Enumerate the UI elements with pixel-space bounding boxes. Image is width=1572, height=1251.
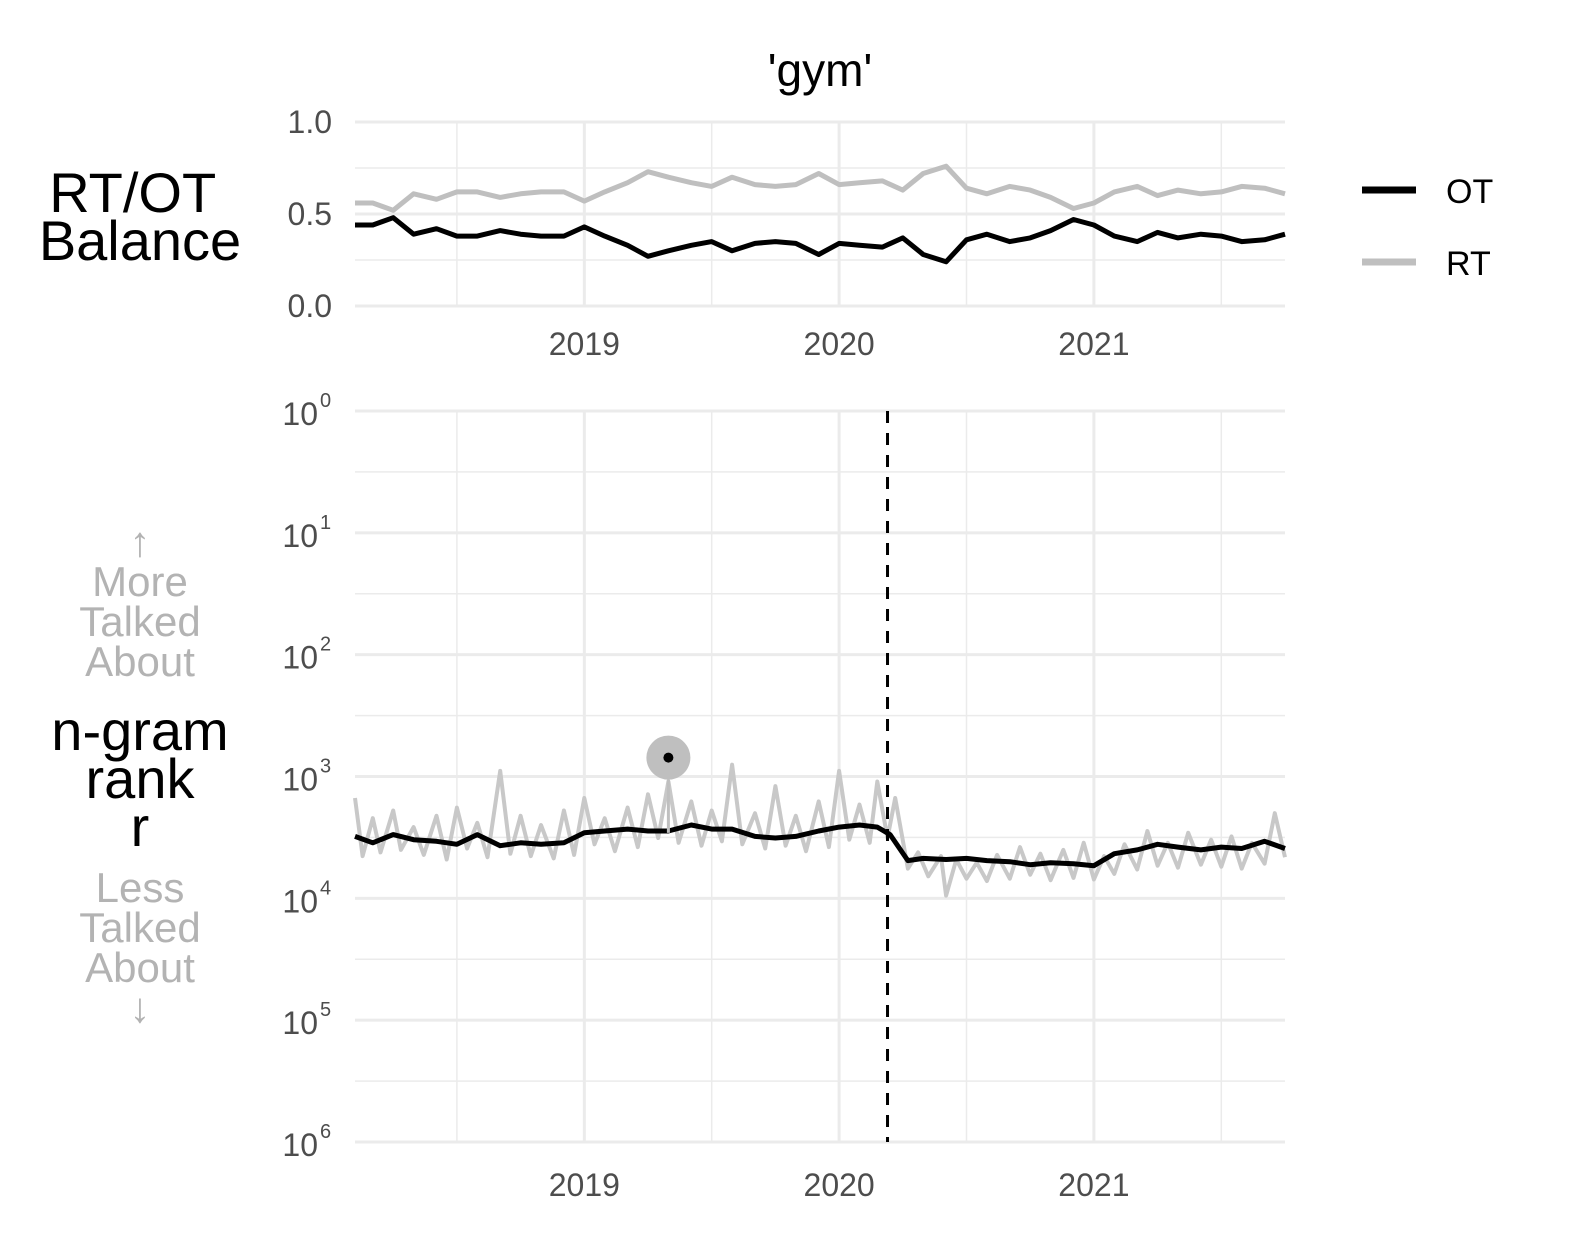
rank-y-label-line-2: r bbox=[131, 795, 150, 858]
more-talked-about-line-0: ↑ bbox=[130, 518, 151, 565]
balance-y-tick-label-2: 1.0 bbox=[288, 104, 332, 140]
rank-y-tick-exponent-1: 1 bbox=[320, 512, 331, 534]
less-talked-about-line-3: ↓ bbox=[130, 984, 151, 1031]
rank-y-tick-base-3: 10 bbox=[282, 762, 318, 798]
balance-x-tick-label-2: 2021 bbox=[1058, 326, 1129, 362]
rank-marker-dot bbox=[663, 752, 674, 763]
rank-series-rt bbox=[353, 762, 1287, 898]
rank-y-tick-exponent-0: 0 bbox=[320, 390, 331, 412]
more-talked-about-line-2: Talked bbox=[79, 598, 200, 645]
rank-x-tick-label-1: 2020 bbox=[804, 1167, 875, 1203]
rank-y-tick-exponent-3: 3 bbox=[320, 756, 331, 778]
less-talked-about-line-2: About bbox=[85, 944, 195, 991]
rank-y-tick-base-2: 10 bbox=[282, 640, 318, 676]
balance-y-axis-label: RT/OT Balance bbox=[39, 161, 241, 272]
legend-label-rt: RT bbox=[1446, 245, 1491, 283]
less-talked-about-line-1: Talked bbox=[79, 904, 200, 951]
rank-y-tick-exponent-4: 4 bbox=[320, 877, 331, 899]
legend-label-ot: OT bbox=[1446, 173, 1493, 211]
balance-y-tick-label-0: 0.0 bbox=[288, 288, 332, 324]
less-talked-about-line-0: Less bbox=[96, 864, 185, 911]
balance-x-ticks: 2019 2020 2021 bbox=[549, 326, 1130, 362]
rank-y-tick-base-4: 10 bbox=[282, 883, 318, 919]
legend: OT RT bbox=[1362, 173, 1493, 283]
balance-x-tick-label-1: 2020 bbox=[804, 326, 875, 362]
balance-y-label-line-1: RT/OT bbox=[49, 161, 215, 224]
rank-y-label-line-0: n-gram bbox=[51, 699, 228, 762]
balance-grid bbox=[355, 120, 1285, 308]
rank-x-tick-label-2: 2021 bbox=[1058, 1167, 1129, 1203]
balance-y-label-line-2: Balance bbox=[39, 209, 241, 272]
balance-series-rt bbox=[355, 163, 1286, 213]
chart-title: 'gym' bbox=[768, 44, 872, 96]
rank-y-label-line-1: rank bbox=[86, 747, 196, 810]
rank-series bbox=[353, 762, 1287, 898]
balance-series bbox=[355, 163, 1286, 265]
balance-y-ticks: 0.0 0.5 1.0 bbox=[288, 104, 332, 324]
rank-grid bbox=[355, 409, 1285, 1144]
rank-y-tick-base-0: 10 bbox=[282, 396, 318, 432]
rank-y-tick-exponent-5: 5 bbox=[320, 999, 331, 1021]
rank-y-tick-base-1: 10 bbox=[282, 518, 318, 554]
more-talked-about-line-3: About bbox=[85, 638, 195, 685]
rank-x-tick-label-0: 2019 bbox=[549, 1167, 620, 1203]
rank-y-tick-exponent-6: 6 bbox=[320, 1121, 331, 1143]
balance-x-tick-label-0: 2019 bbox=[549, 326, 620, 362]
rank-x-ticks: 2019 2020 2021 bbox=[549, 1167, 1130, 1203]
rank-y-tick-base-5: 10 bbox=[282, 1005, 318, 1041]
rank-y-tick-exponent-2: 2 bbox=[320, 634, 331, 656]
rank-y-tick-base-6: 10 bbox=[282, 1127, 318, 1163]
rank-peak-marker bbox=[646, 735, 691, 833]
rank-series-ot bbox=[354, 822, 1286, 869]
balance-y-tick-label-1: 0.5 bbox=[288, 196, 332, 232]
balance-panel: 0.0 0.5 1.0 2019 2020 2021 bbox=[288, 104, 1286, 362]
more-talked-about-line-1: More bbox=[92, 558, 188, 605]
balance-series-ot bbox=[355, 215, 1286, 265]
